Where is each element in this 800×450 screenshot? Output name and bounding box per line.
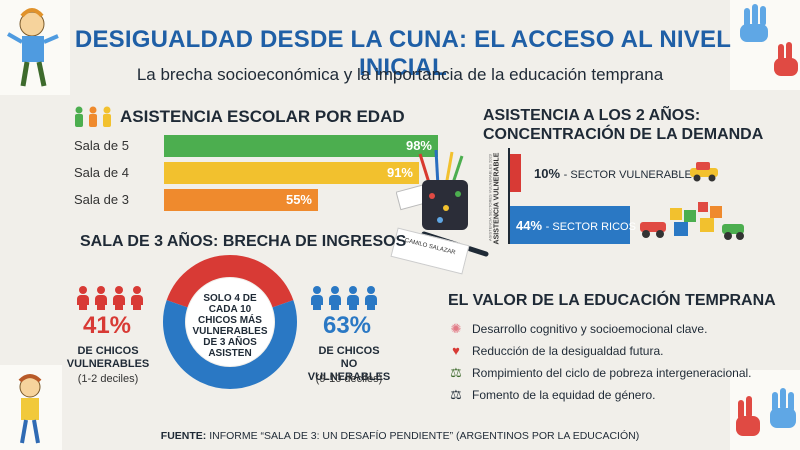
non-vulnerable-caption-line1: DE CHICOS [318,345,380,357]
child-drawing-top-left [0,0,70,95]
value-item: ✺ Desarrollo cognitivo y socioemocional … [448,318,752,340]
donut-center-text: SOLO 4 DE CADA 10 CHICOS MÁS VULNERABLES… [192,293,268,359]
page-subtitle: La brecha socioeconómica y la importanci… [136,65,664,84]
attendance-bar-label: Sala de 5 [74,138,129,153]
attendance-bar-row: Sala de 5 98% [74,135,454,157]
two-years-heading-line1: ASISTENCIA A LOS 2 AÑOS: [483,107,701,124]
attendance-bar: 55% [164,189,318,211]
non-vulnerable-caption-line2: NO VULNERABLES [307,358,391,383]
donut-hole [186,278,274,366]
source-text: INFORME “SALA DE 3: UN DESAFÍO PENDIENTE… [209,430,640,442]
balance-icon: ⚖ [450,387,462,402]
vulnerable-pct-big: 41% [82,312,132,339]
child-icon [76,286,90,310]
attendance-bar-label: Sala de 4 [74,165,129,180]
attendance-bar-label: Sala de 3 [74,192,129,207]
rich-label-row: 44% - SECTOR RICOS [516,218,636,233]
value-item-text: Reducción de la desigualdad futura. [472,344,664,358]
vulnerable-label-row: 10% - SECTOR VULNERABLE [534,166,692,181]
two-years-axis-label: ASISTENCIA VULNERABLE [493,152,501,245]
heart-icon: ♥ [452,343,460,358]
donut-slice [163,300,297,389]
attendance-bar: 91% [164,162,419,184]
child-icon [130,286,144,310]
brain-icon: ✺ [450,321,462,336]
income-gap-heading: SALA DE 3 AÑOS: BRECHA DE INGRESOS [80,233,407,250]
donut-slice [166,255,294,308]
hand-drawing-bottom-right [730,370,800,450]
income-gap-donut-chart [163,255,297,389]
value-item: ♥ Reducción de la desigualdad futura. [448,340,752,362]
hand-drawing-top-right [730,0,800,90]
value-item: ⚖ Fomento de la equidad de género. [448,384,752,406]
toys-icon [640,202,744,240]
children-icon [75,106,111,127]
value-item-text: Desarrollo cognitivo y socioemocional cl… [472,322,708,336]
non-vulnerable-children-icons [310,286,378,310]
source-footer: FUENTE: INFORME “SALA DE 3: UN DESAFÍO P… [0,430,800,442]
child-icon [94,286,108,310]
rich-label: - SECTOR RICOS [545,221,636,233]
two-years-axis-line [508,148,510,244]
attendance-bar-row: Sala de 3 55% [74,189,454,211]
pencil-cup-illustration [396,150,489,257]
scale-icon: ⚖ [450,365,462,380]
attendance-bar-row: Sala de 4 91% [74,162,454,184]
value-item-text: Fomento de la equidad de género. [472,388,656,402]
child-icon [112,286,126,310]
rich-bar [510,206,630,244]
non-vulnerable-deciles: (9-10 deciles) [315,373,383,385]
child-drawing-bottom-left [0,365,62,450]
page-title: DESIGUALDAD DESDE LA CUNA: EL ACCESO AL … [74,26,732,81]
two-years-axis-label-small: ASISTENCIA SECTORES VULNERABLES 2023 [487,154,493,241]
attendance-heading: ASISTENCIA ESCOLAR POR EDAD [120,107,405,126]
non-vulnerable-pct-big: 63% [322,312,372,339]
vulnerable-caption: DE CHICOS VULNERABLES [66,345,150,370]
vulnerable-pct: 10% [534,166,561,181]
attendance-bar: 98% [164,135,438,157]
child-icon [346,286,360,310]
car-icon [690,162,718,182]
value-item-text: Rompimiento del ciclo de pobreza interge… [472,366,752,380]
child-icon [328,286,342,310]
vulnerable-deciles: (1-2 deciles) [77,373,139,385]
vulnerable-label: - SECTOR VULNERABLE [563,169,692,181]
value-list: ✺ Desarrollo cognitivo y socioemocional … [448,318,752,406]
rich-pct: 44% [516,218,543,233]
value-heading: EL VALOR DE LA EDUCACIÓN TEMPRANA [448,292,776,309]
value-item: ⚖ Rompimiento del ciclo de pobreza inter… [448,362,752,384]
vulnerable-bar [510,154,521,192]
child-icon [364,286,378,310]
vulnerable-children-icons [76,286,144,310]
two-years-heading-line2: CONCENTRACIÓN DE LA DEMANDA [483,126,764,143]
source-label: FUENTE: [160,430,207,442]
child-icon [310,286,324,310]
